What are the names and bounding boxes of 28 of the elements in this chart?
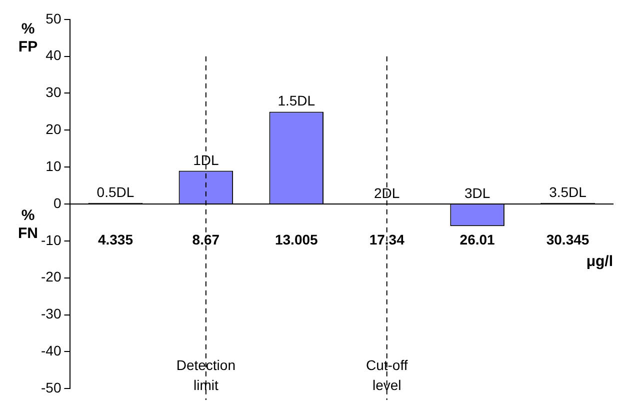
ref-line-label: Detection limit [176,357,236,394]
x-tick-label: 13.005 [274,231,318,248]
y-tick-label: -50 [41,379,62,396]
x-tick-label: 17.34 [369,231,405,248]
y-tick-label: -40 [41,342,62,359]
x-tick-label: 30.345 [546,231,590,248]
y-tick-label: 40 [46,47,62,64]
y-tick-label: -20 [41,268,62,285]
x-axis-title: μg/l [586,253,613,270]
annotation: 1.5DL [278,92,316,109]
x-tick-label: 4.335 [98,231,134,248]
y-tick-label: 10 [46,158,62,174]
y-axis-title: % FP [18,20,38,56]
text: % FN [18,207,38,242]
ref-line-label: Cut-off level [366,357,408,394]
y-tick-label: 20 [46,121,62,138]
annotation: 3.5DL [549,184,587,200]
y-tick-label: 0 [53,194,62,211]
annotation: 3DL [464,185,490,201]
annotation: 1DL [193,152,219,168]
y-tick-label: -10 [41,232,62,248]
annotation: 2DL [374,185,400,201]
annotation: 0.5DL [96,184,134,200]
x-tick-label: 8.67 [192,231,220,248]
y-tick-label: 30 [46,84,62,100]
x-tick-label: 26.01 [460,231,496,248]
y-tick-label: -30 [41,306,62,322]
y-tick-label: 50 [46,10,62,26]
